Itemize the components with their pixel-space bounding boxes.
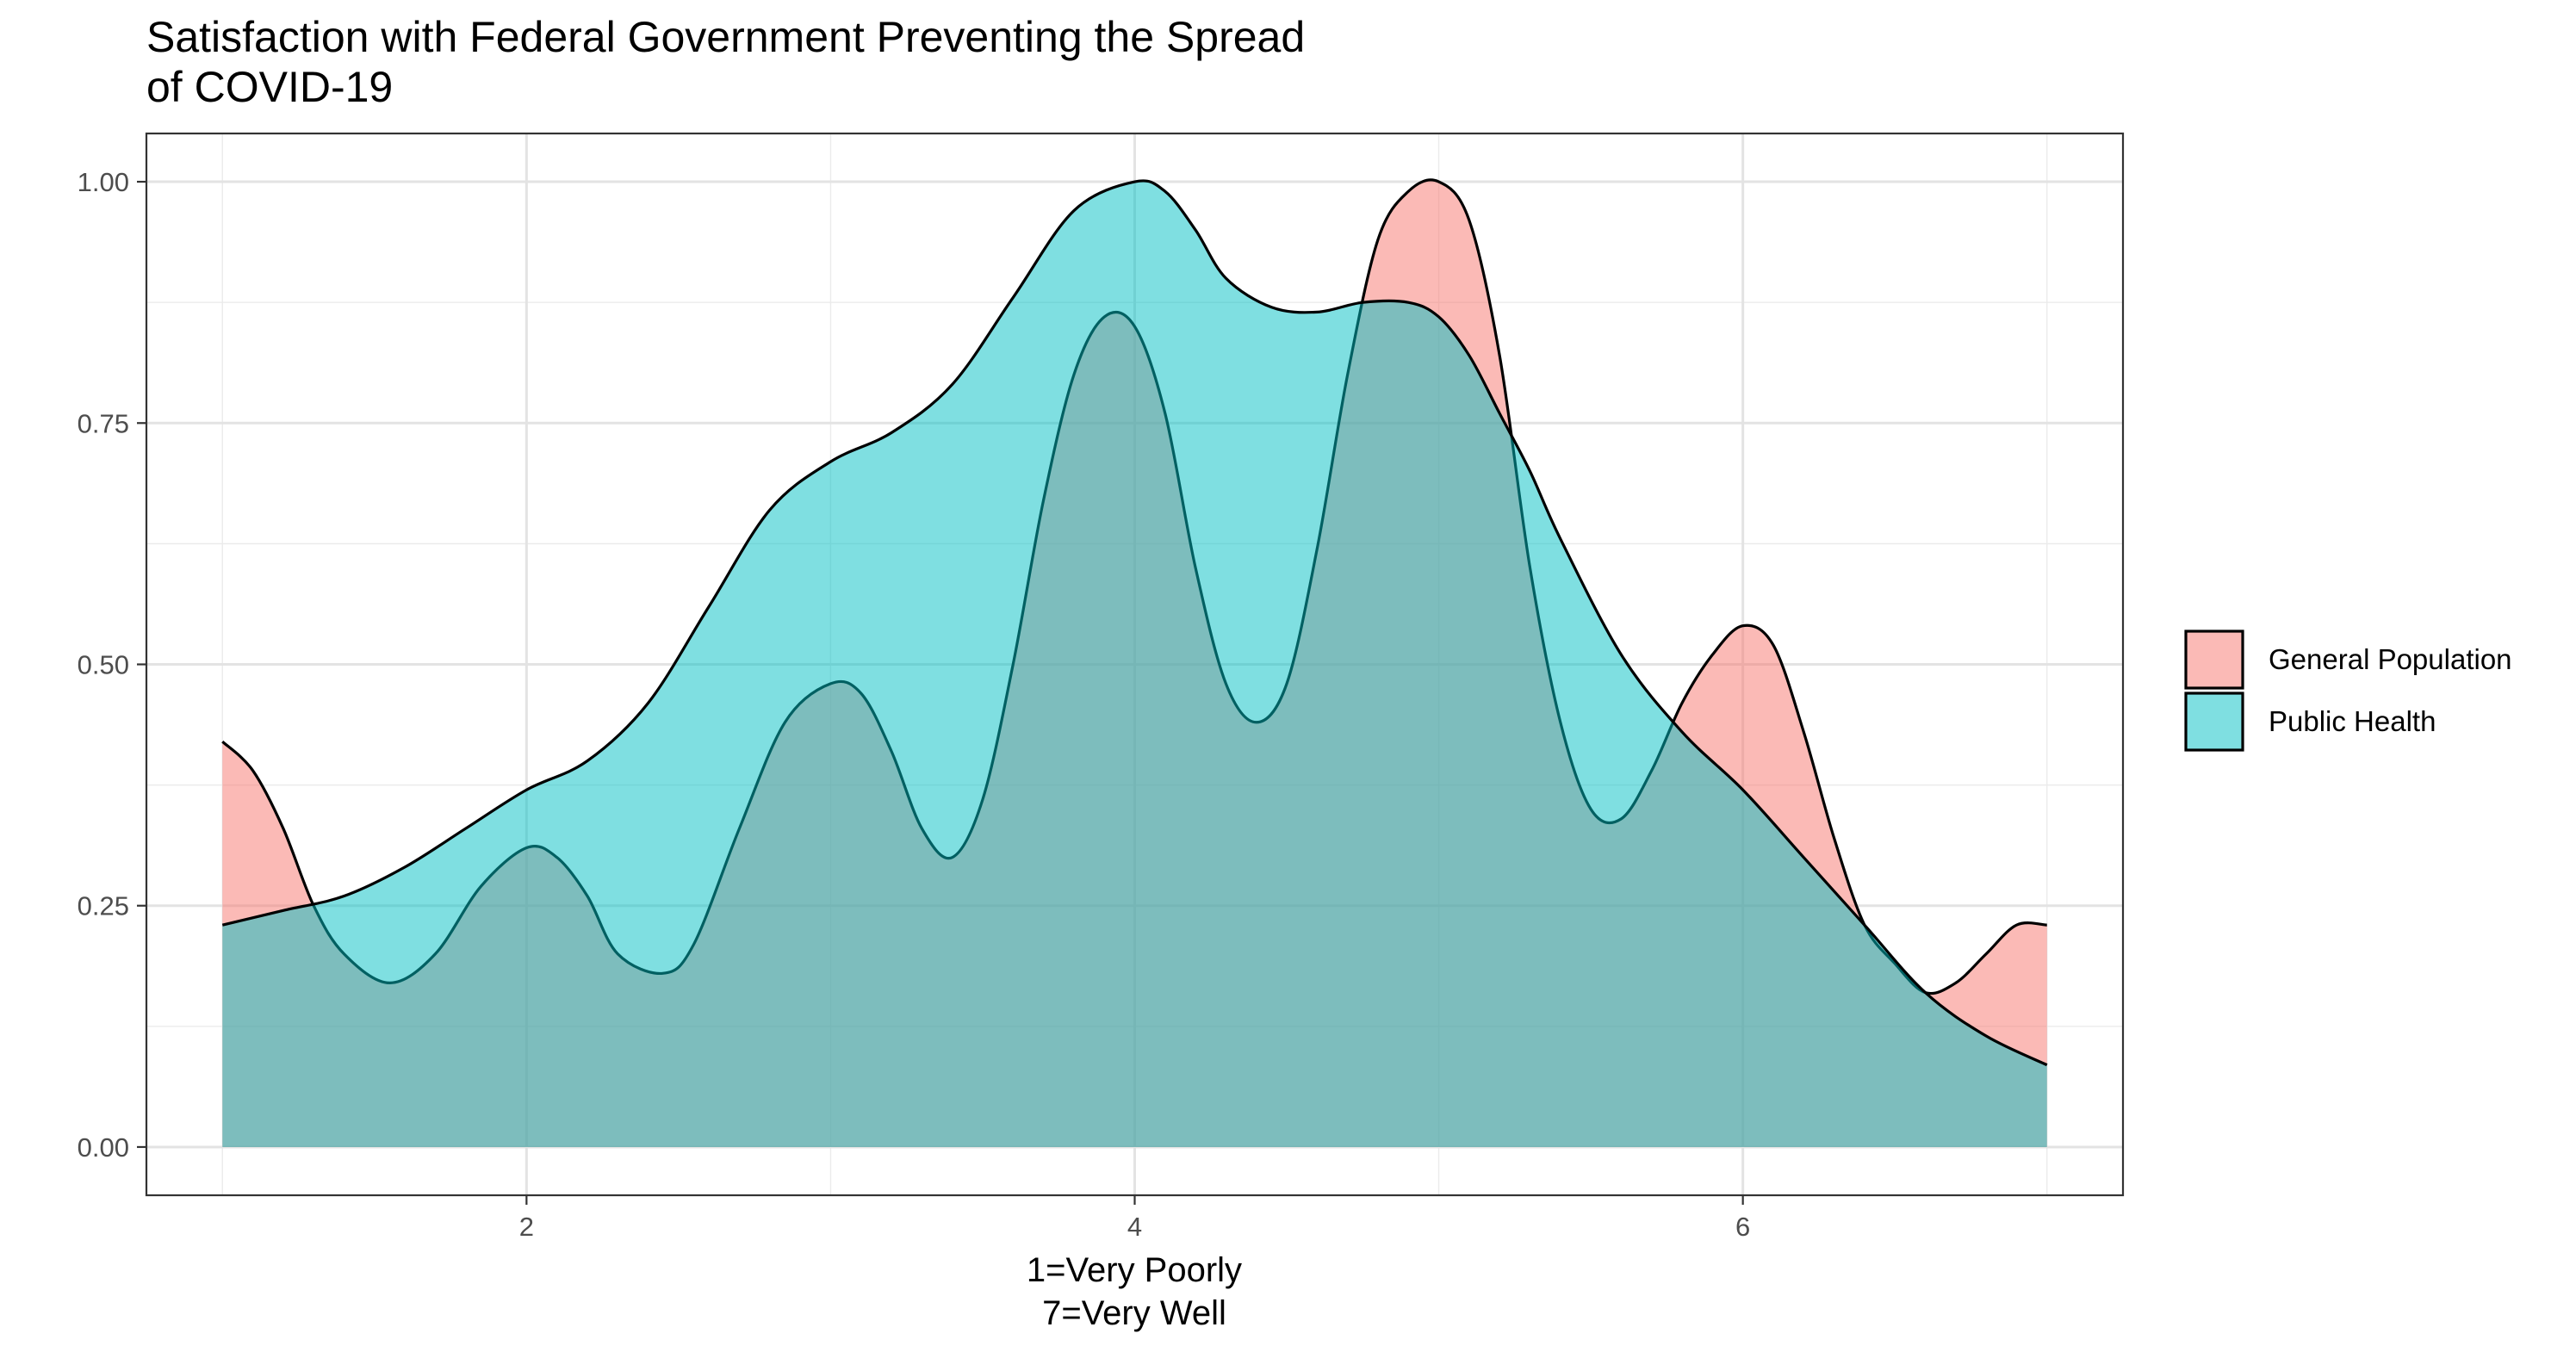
legend-label: Public Health [2269,705,2436,737]
x-axis-label-line-2: 7=Very Well [1042,1294,1226,1332]
x-tick-label: 4 [1127,1212,1142,1242]
plot-panel [145,132,2125,1197]
series-public-health [221,179,2048,1147]
legend: General Population Public Health [2184,629,2512,752]
y-tick-label: 1.00 [78,167,129,197]
density-area-fill [222,180,2047,1147]
density-areas [221,178,2048,1147]
y-tick-label: 0.00 [78,1132,129,1163]
chart-title-line-2: of COVID-19 [146,63,393,111]
x-tick-label: 6 [1735,1212,1750,1242]
y-tick-label: 0.50 [78,650,129,680]
x-axis: 2 4 6 [519,1195,1750,1242]
y-axis: 0.00 0.25 0.50 0.75 1.00 [78,167,146,1163]
x-axis-label-line-1: 1=Very Poorly [1027,1251,1242,1289]
legend-item: General Population [2184,629,2512,690]
density-outline [221,179,2048,1067]
y-tick-label: 0.75 [78,408,129,438]
x-tick-label: 2 [519,1212,534,1242]
legend-key [2184,629,2244,690]
legend-label: General Population [2269,643,2512,675]
chart-title-line-1: Satisfaction with Federal Government Pre… [146,13,1305,61]
legend-key [2184,692,2244,752]
legend-item: Public Health [2184,692,2436,752]
y-tick-label: 0.25 [78,891,129,921]
